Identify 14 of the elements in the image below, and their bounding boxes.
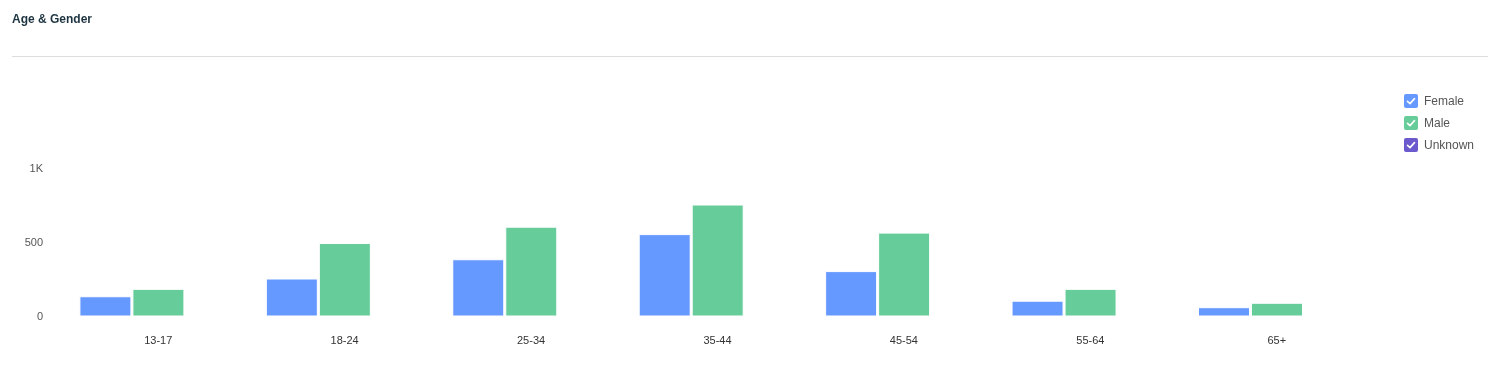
x-tick-label: 18-24 <box>330 333 359 346</box>
y-tick-label: 500 <box>24 235 43 248</box>
y-tick-label: 0 <box>36 309 43 322</box>
legend-label: Male <box>1424 116 1451 130</box>
y-tick-label: 1K <box>29 161 44 174</box>
chart-title: Age & Gender <box>12 12 93 26</box>
x-tick-label: 45-54 <box>889 333 918 346</box>
x-tick-label: 55-64 <box>1076 333 1105 346</box>
legend-label: Female <box>1424 94 1465 108</box>
x-tick-label: 13-17 <box>144 333 173 346</box>
x-tick-label: 35-44 <box>703 333 732 346</box>
x-tick-label: 25-34 <box>517 333 546 346</box>
legend-label: Unknown <box>1424 138 1475 152</box>
x-tick-label: 65+ <box>1267 333 1287 346</box>
